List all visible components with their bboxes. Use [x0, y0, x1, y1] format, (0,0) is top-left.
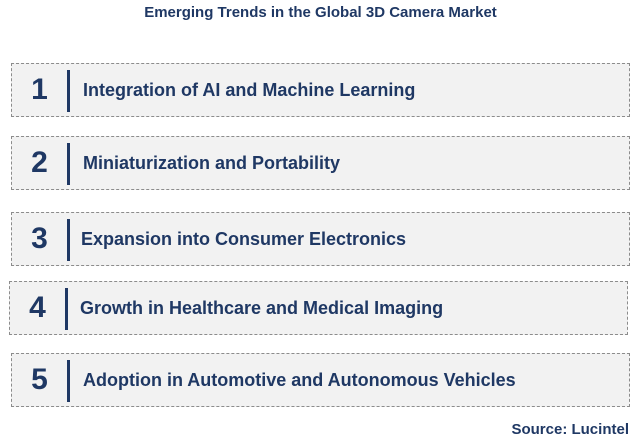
trend-item-2: 2 Miniaturization and Portability: [11, 136, 630, 190]
trend-number: 3: [31, 222, 48, 255]
trend-divider: [67, 70, 70, 112]
trend-divider: [65, 288, 68, 330]
trend-number: 1: [31, 73, 48, 106]
trend-divider: [67, 143, 70, 185]
trend-item-3: 3 Expansion into Consumer Electronics: [11, 212, 630, 266]
trend-number: 2: [31, 146, 48, 179]
trend-item-5: 5 Adoption in Automotive and Autonomous …: [11, 353, 630, 407]
trend-number: 4: [29, 291, 46, 324]
trend-label: Adoption in Automotive and Autonomous Ve…: [83, 369, 516, 390]
trend-item-1: 1 Integration of AI and Machine Learning: [11, 63, 630, 117]
trend-divider: [67, 360, 70, 402]
page-title: Emerging Trends in the Global 3D Camera …: [144, 4, 497, 21]
trend-label: Expansion into Consumer Electronics: [81, 228, 407, 249]
trend-label: Miniaturization and Portability: [83, 152, 341, 173]
trend-number: 5: [31, 363, 48, 396]
trend-divider: [67, 219, 70, 261]
trend-item-4: 4 Growth in Healthcare and Medical Imagi…: [9, 281, 628, 335]
trend-label: Growth in Healthcare and Medical Imaging: [80, 297, 444, 318]
source-note: Source: Lucintel: [511, 421, 629, 438]
trend-label: Integration of AI and Machine Learning: [83, 79, 416, 100]
